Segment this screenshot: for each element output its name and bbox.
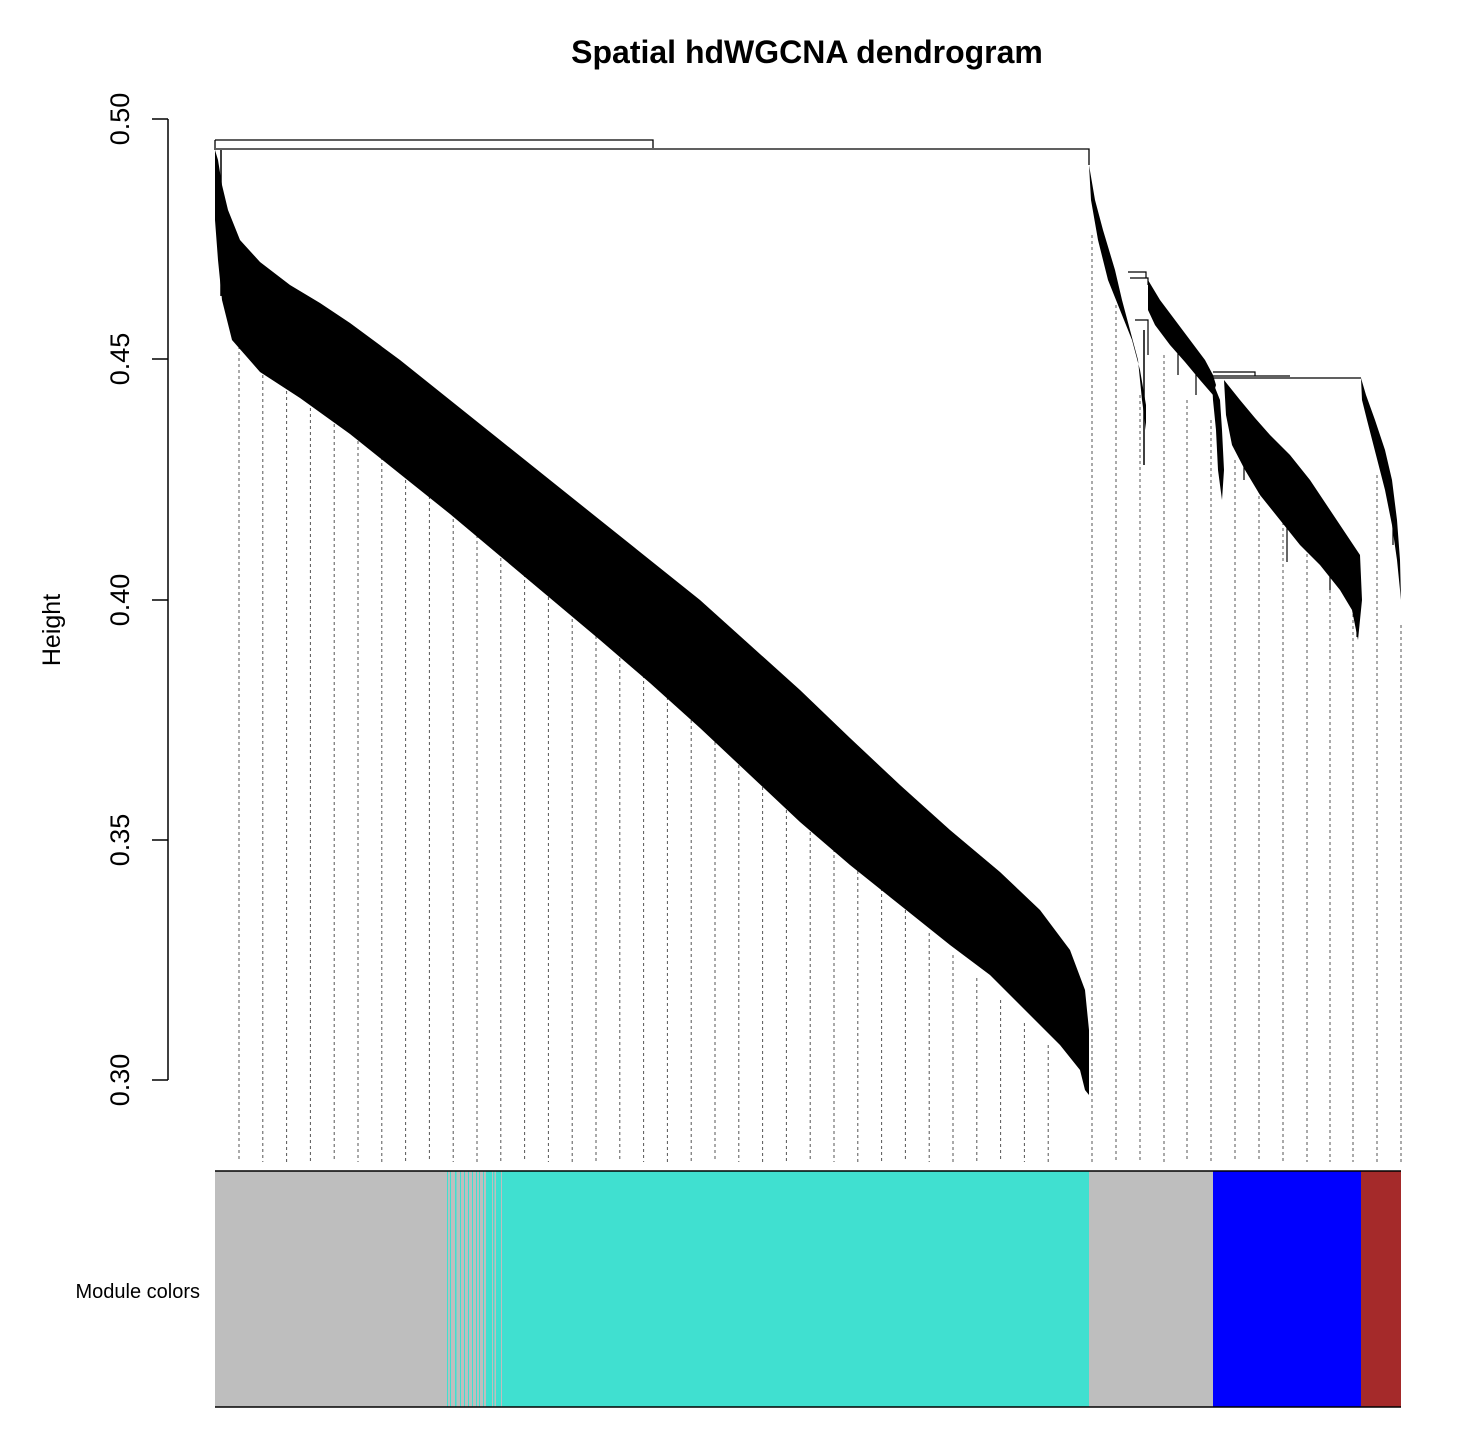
module-turquoise bbox=[508, 1171, 1089, 1407]
module-mixed-stripes bbox=[445, 1171, 508, 1407]
y-tick-0.45: 0.45 bbox=[105, 333, 135, 386]
module-grey-left bbox=[215, 1171, 445, 1407]
dendrogram-tree bbox=[214, 139, 1401, 1095]
module-blue bbox=[1213, 1171, 1361, 1407]
y-tick-0.30: 0.30 bbox=[105, 1054, 135, 1107]
y-tick-0.40: 0.40 bbox=[105, 574, 135, 627]
y-axis: 0.50 0.45 0.40 0.35 0.30 Height bbox=[38, 93, 169, 1107]
y-axis-label: Height bbox=[38, 594, 66, 666]
y-tick-0.50: 0.50 bbox=[105, 93, 135, 146]
main-branch-band bbox=[215, 150, 1089, 1095]
module-colors-label: Module colors bbox=[75, 1281, 200, 1303]
y-tick-0.35: 0.35 bbox=[105, 814, 135, 867]
chart-title: Spatial hdWGCNA dendrogram bbox=[571, 34, 1043, 70]
module-brown bbox=[1361, 1171, 1401, 1407]
leaf-guide-lines bbox=[238, 235, 1402, 1162]
module-grey-right bbox=[1089, 1171, 1213, 1407]
module-color-bar: Module colors bbox=[75, 1170, 1401, 1408]
